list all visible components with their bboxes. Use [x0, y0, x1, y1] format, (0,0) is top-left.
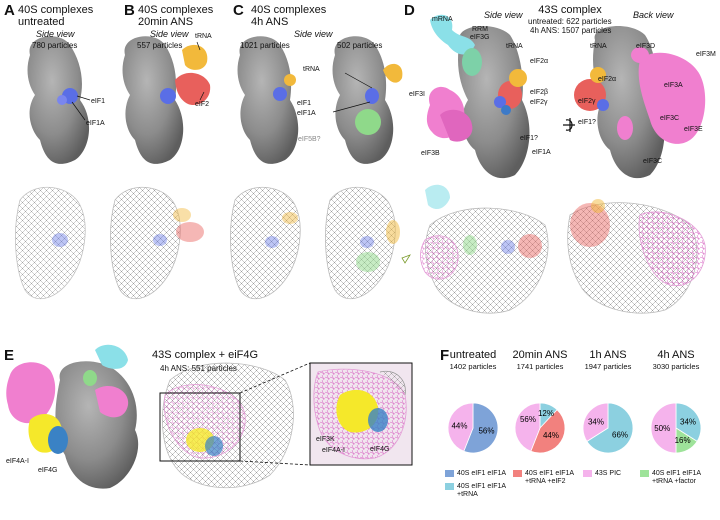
legend-label: 40S eIF1 eIF1A +tRNA [457, 483, 507, 498]
pie-title: 1h ANS [589, 349, 627, 361]
legend-swatch [445, 470, 454, 477]
panelD-sub2: 4h ANS: 1507 particles [530, 26, 612, 35]
panelD-back-label-eif2g: eIF2γ [578, 98, 596, 105]
legend-label: 40S eIF1 eIF1A [457, 470, 507, 477]
pie-title: untreated [449, 349, 497, 361]
pie-subtitle: 1741 particles [516, 362, 564, 371]
legend-swatch [583, 470, 592, 477]
panel-f-letter: F [440, 347, 450, 364]
pie-title: 20min ANS [512, 349, 568, 361]
panelA-model [15, 186, 86, 300]
panel-e-letter: E [4, 347, 15, 364]
panelA-label-eif1: eIF1 [91, 98, 106, 105]
panelD-back-label-eif3e: eIF3E [684, 126, 703, 133]
panelD-label-eif3i: eIF3I [409, 91, 425, 98]
panelC-particles-right: 502 particles [337, 41, 383, 50]
panelB-title: 40S complexes 20min ANS [138, 4, 214, 28]
panelE-zoom-label-eif4a: eIF4A-I [322, 447, 345, 454]
panelA-title: 40S complexes untreated [18, 4, 94, 28]
panelD-sub1: untreated: 622 particles [528, 17, 612, 26]
panelD-side-map [426, 14, 530, 179]
panel-b-letter: B [124, 2, 135, 19]
legend-item: 40S eIF1 eIF1A +tRNA +factor [640, 470, 701, 486]
panelD-back-label-eif3c: eIF3C [660, 115, 680, 122]
panelE-map [6, 344, 139, 489]
legend-swatch [640, 470, 649, 477]
panelD-models [420, 184, 706, 314]
panel-a-letter: A [4, 2, 15, 19]
legend-swatch [513, 470, 522, 477]
panelC-label-eif1: eIF1 [297, 100, 312, 107]
legend-swatch [445, 483, 454, 490]
panelA-particles: 780 particles [32, 41, 78, 50]
pie-subtitle: 1947 particles [584, 362, 632, 371]
panelE-label-eif3k: eIF3K [316, 436, 335, 443]
legend-label: 40S eIF1 eIF1A +tRNA +eIF2 [525, 470, 575, 485]
panelD-back-label-eif3a: eIF3A [664, 82, 683, 89]
panelC-map-left [237, 36, 299, 164]
panelD-label-eif1a: eIF1A [532, 149, 551, 156]
panelA-map [27, 36, 91, 164]
panelD-label-eif2b: eIF2β [530, 89, 549, 96]
panelF-legend: 40S eIF1 eIF1A 40S eIF1 eIF1A +tRNA 40S eIF… [445, 470, 720, 518]
panelD-label-trna: tRNA [506, 43, 523, 50]
panelC-map-right [332, 36, 403, 164]
panelD-label-eif3g: eIF3G [470, 34, 490, 41]
panelB-map [122, 36, 211, 164]
legend-label: 43S PIC [595, 470, 622, 477]
panelC-particles-left: 1021 particles [240, 41, 290, 50]
panelE-label-eif4g: eIF4G [38, 467, 58, 474]
panelB-particles: 557 particles [137, 41, 183, 50]
legend-item: 40S eIF1 eIF1A +tRNA [445, 483, 506, 499]
legend-label: 40S eIF1 eIF1A +tRNA +factor [652, 470, 702, 485]
panelD-back-view: Back view [633, 10, 674, 20]
panelB-label-trna: tRNA [195, 33, 212, 40]
panelD-back-label-eif3d: eIF3D [636, 43, 656, 50]
panelE-zoom-label-eif4g: eIF4G [370, 446, 390, 453]
panelE-title: 43S complex + eiF4G [152, 349, 259, 361]
panelC-label-trna: tRNA [303, 66, 320, 73]
panelE-zoom [239, 362, 413, 466]
legend-item: 43S PIC [583, 470, 621, 478]
panelC-title: 40S complexes 4h ANS [251, 4, 327, 28]
panelD-back-label-eif1q: eIF1? [578, 119, 596, 126]
panelD-back-label-eif3m: eIF3M [696, 51, 716, 58]
pie-title: 4h ANS [657, 349, 695, 361]
legend-item: 40S eIF1 eIF1A +tRNA +eIF2 [513, 470, 574, 486]
panelC-view: Side view [294, 29, 333, 39]
panelB-label-eif2: eIF2 [195, 101, 210, 108]
panel-d-letter: D [404, 2, 415, 19]
panelD-back-label-trna: tRNA [590, 43, 607, 50]
panelD-back-label-eif3c2: eIF3C [643, 158, 663, 165]
panelD-back-label-eif2a: eIF2α [598, 76, 617, 83]
panelC-label-eif5b: eIF5B? [298, 136, 321, 143]
panelE-label-eif4a: eIF4A-I [6, 458, 29, 465]
panelD-label-eif1q: eIF1? [520, 135, 538, 142]
panelD-label-mrna: mRNA [432, 16, 453, 23]
panelE-model [159, 362, 294, 489]
panelD-label-eif3b: eIF3B [421, 150, 440, 157]
panelD-title: 43S complex [538, 4, 602, 16]
panelC-models [230, 186, 411, 300]
panelD-side-view: Side view [484, 10, 523, 20]
panelA-view: Side view [36, 29, 75, 39]
panelC-label-eif1a: eIF1A [297, 110, 316, 117]
panel-c-letter: C [233, 2, 244, 19]
panelD-label-eif2a: eIF2α [530, 58, 549, 65]
panelD-back-map [563, 25, 706, 179]
legend-item: 40S eIF1 eIF1A [445, 470, 506, 478]
panelA-label-eif1a: eIF1A [86, 120, 105, 127]
pie-subtitle: 1402 particles [449, 362, 497, 371]
pie-subtitle: 3030 particles [652, 362, 700, 371]
panelB-model [110, 186, 204, 300]
panelB-view: Side view [150, 29, 189, 39]
panelD-label-eif2g: eIF2γ [530, 99, 548, 106]
panelE-sub: 4h ANS: 551 particles [160, 364, 237, 373]
panelD-label-rrm: RRM [472, 26, 488, 33]
